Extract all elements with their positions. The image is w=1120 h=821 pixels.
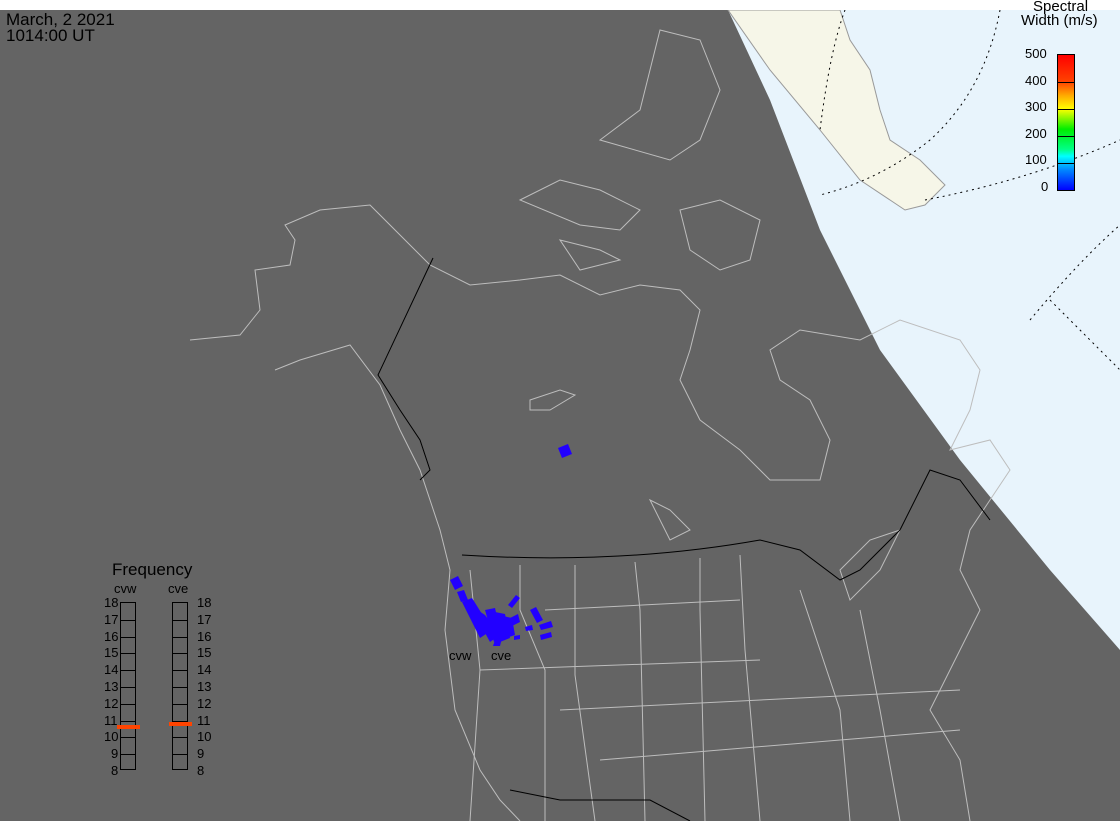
scatter-cell [493,638,502,646]
latitude-grid [819,10,1120,371]
colorbar-tick-label: 300 [1025,99,1047,114]
frequency-tick-left: 15 [104,645,119,661]
frequency-tick-right: 18 [197,595,212,610]
frequency-tick-left: 9 [111,746,119,762]
scatter-cell [457,590,468,602]
frequency-tick-right: 13 [197,679,212,694]
colorbar-tick-label: 400 [1025,72,1047,88]
date-label: March, 2 2021 [6,10,115,29]
radar-scatter [450,444,572,646]
frequency-grid-line [173,653,187,655]
frequency-grid-line [121,720,135,722]
state-borders [469,554,961,821]
scatter-cell [558,444,572,458]
scatter-cell [540,632,552,640]
frequency-tick-left: 14 [104,662,119,678]
frequency-tick-right: 9 [197,746,205,762]
frequency-tick-right: 15 [197,645,212,661]
colorbar-tick-label: 200 [1025,125,1047,141]
frequency-grid-line [173,670,187,672]
frequency-bar-cve [172,602,188,770]
scatter-cell [514,635,520,640]
frequency-tick-left: 18 [104,595,119,610]
scatter-cell [450,576,463,590]
frequency-tick-left: 10 [104,729,119,745]
colorbar-divider [1058,136,1074,137]
frequency-tick-left: 8 [111,763,119,778]
daylight-ocean [728,10,1120,650]
frequency-grid-line [121,687,135,688]
frequency-grid-line [173,619,187,621]
frequency-tick-right: 12 [197,695,212,711]
country-borders [377,257,991,821]
radar-name-cve: cve [168,581,189,596]
frequency-bar-cvw [120,602,136,770]
scatter-cell [525,625,533,631]
frequency-tick-right: 11 [197,712,211,728]
scatter-cell [510,614,520,626]
frequency-marker-cve [169,721,192,726]
colorbar-divider [1058,163,1074,164]
frequency-grid-line [121,754,135,756]
frequency-tick-right: 16 [197,628,212,644]
spectral-width-colorbar [1057,54,1075,191]
colorbar-title-line2: Width (m/s) [1021,12,1098,29]
frequency-grid-line [173,754,187,756]
frequency-grid-line [121,636,135,638]
scatter-cell [508,595,520,608]
scatter-cell [485,608,502,642]
frequency-title: Frequency [112,560,193,579]
frequency-grid-line [121,737,135,739]
frequency-tick-right: 8 [197,763,205,778]
colorbar-title-line1: Spectral [1033,0,1089,15]
map-canvas [0,10,1120,821]
frequency-tick-left: 12 [104,695,119,711]
frequency-grid-line [121,670,135,672]
scatter-cell [530,607,543,623]
frequency-grid-line [173,703,187,705]
radar-site-label-cve: cve [491,648,512,663]
greenland-daylight [727,10,946,211]
frequency-tick-right: 17 [197,611,212,627]
colorbar-tick-label: 500 [1025,46,1047,61]
radar-site-label-cvw: cvw [449,648,472,663]
frequency-grid-line [173,720,187,722]
frequency-grid-line [173,687,187,688]
colorbar-divider [1058,109,1074,110]
frequency-tick-right: 10 [197,729,212,745]
scatter-cell [539,621,553,630]
colorbar-divider [1058,82,1074,83]
frequency-grid-line [121,703,135,705]
colorbar-tick-label: 0 [1041,178,1049,194]
frequency-tick-left: 11 [104,712,118,728]
frequency-grid-line [121,653,135,655]
coastlines [189,29,1011,821]
frequency-grid-line [121,619,135,621]
frequency-grid-line [173,636,187,638]
frequency-tick-left: 17 [104,611,119,627]
frequency-tick-left: 16 [104,628,119,644]
frequency-tick-left: 13 [104,679,119,694]
time-label: 1014:00 UT [6,26,95,45]
colorbar-tick-label: 100 [1025,152,1047,167]
frequency-marker-cvw [117,725,140,730]
frequency-tick-right: 14 [197,662,212,678]
frequency-grid-line [173,737,187,739]
radar-name-cvw: cvw [114,581,137,596]
